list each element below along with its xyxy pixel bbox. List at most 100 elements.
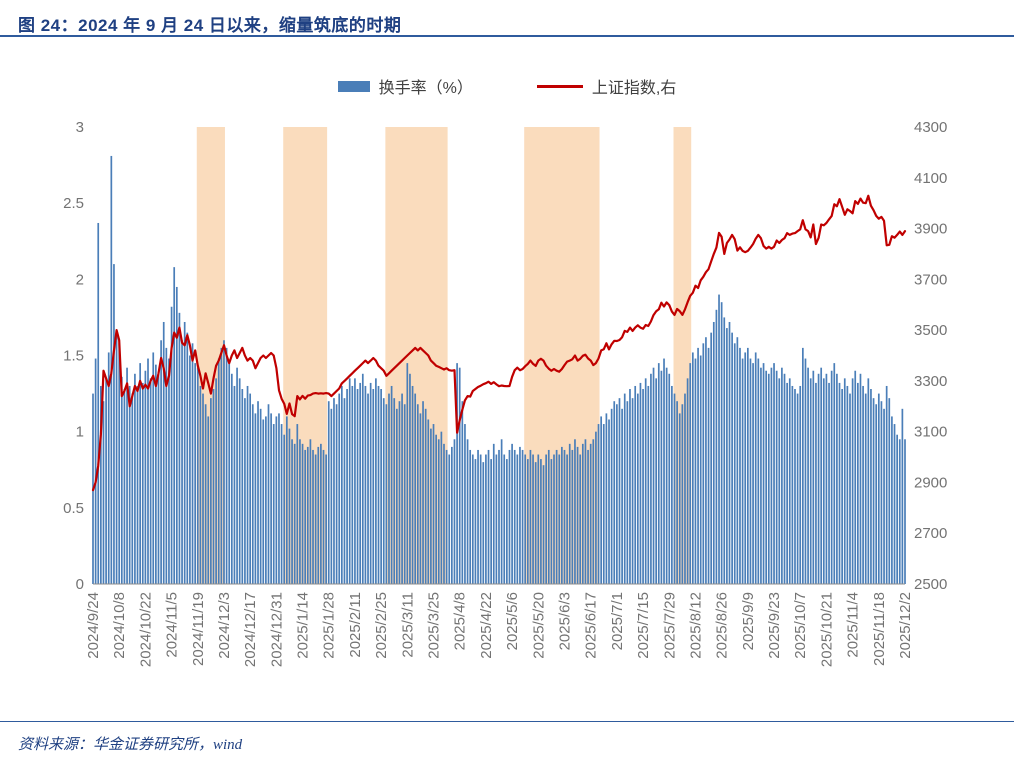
turnover-bar bbox=[409, 373, 411, 584]
turnover-bar bbox=[306, 446, 309, 584]
turnover-bar bbox=[877, 393, 880, 584]
turnover-bar bbox=[419, 413, 422, 584]
turnover-bar bbox=[875, 404, 878, 584]
turnover-bar bbox=[236, 367, 238, 584]
turnover-bar bbox=[403, 404, 406, 584]
turnover-bar bbox=[885, 385, 888, 584]
turnover-bar bbox=[846, 385, 849, 584]
turnover-bar bbox=[343, 398, 346, 584]
turnover-bar bbox=[333, 398, 335, 584]
turnover-bar bbox=[485, 454, 487, 584]
turnover-bar bbox=[626, 401, 629, 584]
turnover-bar bbox=[547, 449, 550, 584]
turnover-bar bbox=[293, 443, 296, 584]
turnover-bar bbox=[194, 363, 197, 584]
turnover-bar bbox=[225, 347, 228, 584]
turnover-bar bbox=[597, 424, 600, 584]
turnover-bar bbox=[354, 378, 356, 584]
turnover-bar bbox=[296, 424, 299, 584]
turnover-bar bbox=[466, 439, 469, 584]
x-axis-label: 2025/5/20 bbox=[530, 592, 547, 659]
turnover-bar bbox=[524, 454, 527, 584]
turnover-bar bbox=[678, 413, 681, 584]
turnover-bar bbox=[872, 398, 875, 584]
turnover-bar bbox=[838, 382, 841, 584]
turnover-bar bbox=[579, 454, 582, 584]
right-axis-tick: 3500 bbox=[914, 322, 947, 339]
turnover-bar bbox=[513, 449, 516, 584]
turnover-bar bbox=[757, 358, 760, 584]
turnover-bar bbox=[744, 352, 747, 584]
turnover-bar bbox=[815, 382, 817, 584]
turnover-bar bbox=[136, 385, 139, 584]
turnover-bar bbox=[280, 424, 283, 584]
turnover-bar bbox=[474, 459, 477, 584]
turnover-bar bbox=[265, 416, 267, 584]
legend-item-turnover: 换手率（%） bbox=[337, 74, 473, 98]
turnover-bar bbox=[791, 385, 794, 584]
turnover-bar bbox=[657, 363, 660, 584]
turnover-bar bbox=[610, 408, 613, 584]
turnover-bar bbox=[346, 389, 348, 584]
turnover-bar bbox=[416, 404, 419, 584]
turnover-bar bbox=[340, 385, 343, 584]
turnover-bar bbox=[220, 347, 223, 584]
turnover-bar bbox=[414, 393, 417, 584]
turnover-bar bbox=[375, 378, 377, 584]
turnover-bar bbox=[275, 416, 278, 584]
turnover-bar bbox=[681, 404, 684, 584]
turnover-bar bbox=[291, 439, 293, 584]
turnover-bar bbox=[356, 389, 359, 584]
turnover-bar bbox=[367, 393, 369, 584]
turnover-bar bbox=[781, 367, 783, 584]
title-divider bbox=[0, 35, 1014, 37]
turnover-bar bbox=[246, 385, 249, 584]
turnover-bar bbox=[739, 347, 741, 584]
turnover-bar bbox=[783, 373, 786, 584]
turnover-bar bbox=[482, 462, 485, 584]
x-axis-label: 2025/10/21 bbox=[818, 592, 835, 667]
turnover-bar bbox=[183, 321, 186, 584]
left-axis-tick: 3 bbox=[76, 119, 84, 136]
turnover-bar bbox=[223, 340, 225, 584]
turnover-bar bbox=[230, 373, 233, 584]
turnover-bar bbox=[558, 454, 561, 584]
turnover-bar bbox=[453, 439, 456, 584]
turnover-bar bbox=[799, 385, 802, 584]
turnover-bar bbox=[652, 367, 655, 584]
turnover-bar bbox=[529, 449, 532, 584]
turnover-bar bbox=[244, 398, 246, 584]
turnover-bar bbox=[401, 393, 403, 584]
turnover-bar bbox=[120, 376, 123, 584]
turnover-bar bbox=[254, 413, 257, 584]
turnover-bar bbox=[726, 328, 728, 584]
turnover-bar bbox=[102, 401, 105, 584]
x-axis-label: 2025/9/23 bbox=[766, 592, 783, 659]
turnover-bar bbox=[364, 385, 367, 584]
turnover-bar bbox=[380, 389, 382, 584]
turnover-bar bbox=[107, 352, 110, 584]
x-axis-label: 2025/4/8 bbox=[452, 592, 469, 650]
turnover-bar bbox=[754, 352, 757, 584]
turnover-bar bbox=[616, 404, 618, 584]
turnover-bar bbox=[715, 309, 718, 584]
x-axis-label: 2025/12/2 bbox=[897, 592, 914, 659]
figure-title: 图 24：2024 年 9 月 24 日以来，缩量筑底的时期 bbox=[18, 16, 402, 35]
x-axis-label: 2025/9/9 bbox=[740, 592, 757, 650]
turnover-bar bbox=[359, 382, 362, 584]
turnover-bar bbox=[796, 393, 799, 584]
turnover-bar bbox=[249, 393, 252, 584]
turnover-bar bbox=[123, 389, 126, 584]
turnover-bar bbox=[801, 347, 804, 584]
turnover-bar bbox=[736, 337, 739, 584]
turnover-bar bbox=[741, 358, 744, 584]
turnover-bar bbox=[849, 393, 851, 584]
right-axis-tick: 4300 bbox=[914, 119, 947, 136]
turnover-bar bbox=[728, 321, 731, 584]
left-axis-tick: 0 bbox=[76, 576, 84, 593]
left-axis-tick: 1.5 bbox=[63, 348, 84, 365]
turnover-bar bbox=[168, 358, 170, 584]
turnover-bar bbox=[317, 446, 320, 584]
turnover-bar bbox=[451, 446, 453, 584]
highlight-band bbox=[385, 127, 448, 584]
